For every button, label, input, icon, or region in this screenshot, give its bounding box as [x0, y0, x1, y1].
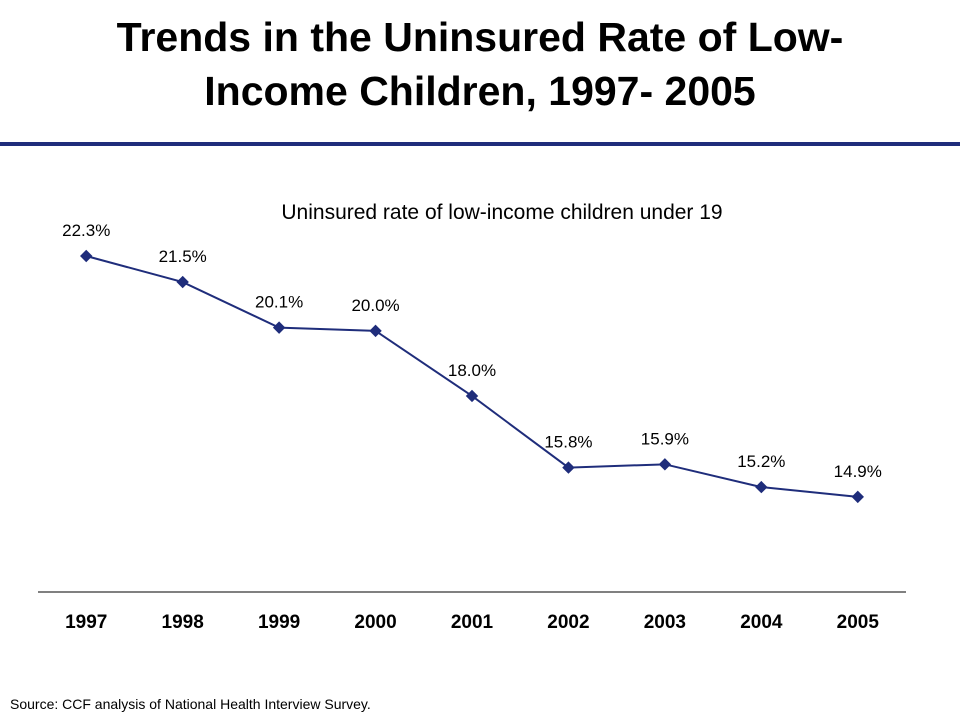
data-point-marker [465, 389, 479, 403]
data-label: 14.9% [834, 462, 882, 481]
x-tick-label: 1997 [65, 612, 107, 633]
data-point-marker [176, 275, 189, 289]
chart-title: Uninsured rate of low-income children un… [281, 201, 722, 224]
data-label: 20.1% [255, 293, 303, 312]
x-tick-label: 2000 [354, 612, 396, 633]
title-divider [0, 142, 960, 146]
data-label: 20.0% [351, 296, 399, 315]
x-tick-label: 1998 [162, 612, 204, 633]
slide-title-line-2: Income Children, 1997- 2005 [204, 68, 756, 114]
x-tick-label: 2003 [644, 612, 686, 633]
data-label: 18.0% [448, 361, 496, 380]
data-label: 15.2% [737, 452, 785, 471]
source-note: Source: CCF analysis of National Health … [10, 696, 371, 712]
data-label: 21.5% [159, 247, 207, 266]
line-chart: Uninsured rate of low-income children un… [38, 201, 906, 633]
slide-title: Trends in the Uninsured Rate of Low- Inc… [20, 10, 940, 118]
data-label: 15.8% [544, 433, 592, 452]
x-tick-label: 2001 [451, 612, 494, 633]
data-point-marker [369, 324, 382, 338]
data-point-marker [80, 249, 93, 263]
data-label: 15.9% [641, 429, 689, 448]
data-point-marker [755, 480, 768, 494]
x-tick-label: 1999 [258, 612, 300, 633]
data-point-marker [851, 490, 864, 504]
data-point-marker [658, 458, 672, 471]
data-label: 22.3% [62, 221, 110, 240]
data-point-marker [272, 321, 286, 334]
x-tick-label: 2005 [837, 612, 880, 633]
data-point-marker [562, 461, 575, 474]
x-tick-label: 2002 [547, 612, 589, 633]
slide-title-line-1: Trends in the Uninsured Rate of Low- [116, 14, 844, 60]
x-tick-label: 2004 [740, 612, 783, 633]
